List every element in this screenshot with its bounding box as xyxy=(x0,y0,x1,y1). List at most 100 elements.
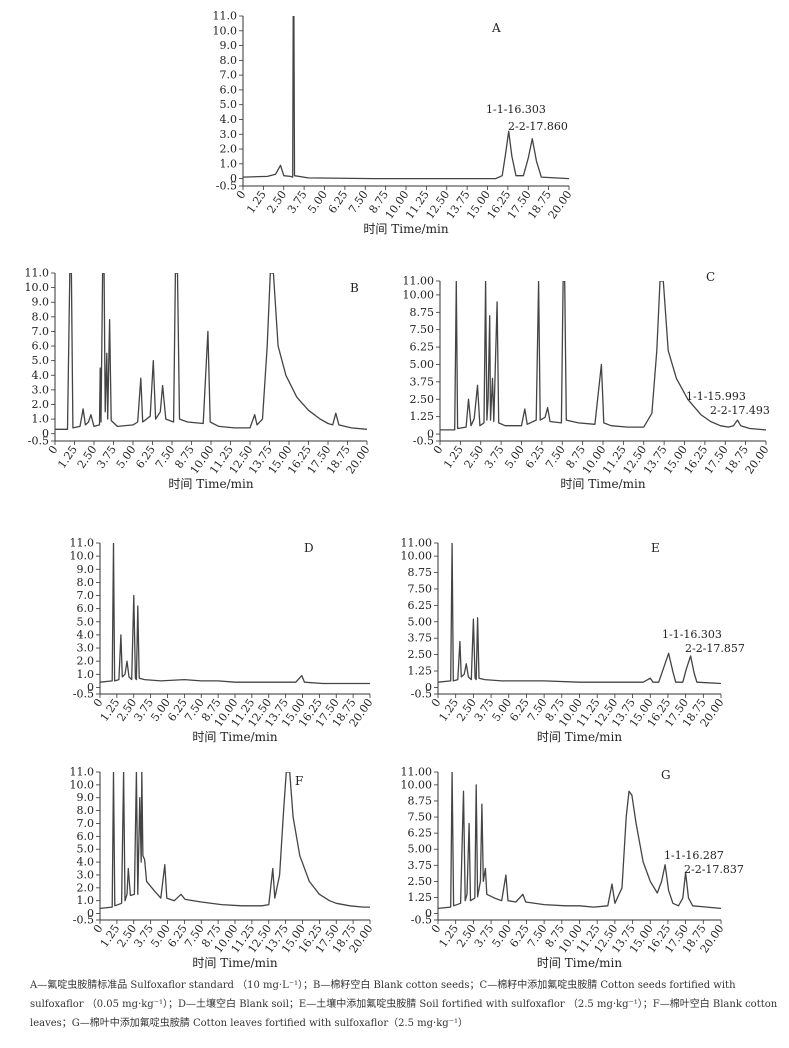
y-tick-label: 10.0 xyxy=(70,778,95,791)
y-tick-label: -0.5 xyxy=(216,180,237,193)
x-tick-label: 7.50 xyxy=(346,188,371,216)
caption-line: sulfoxaflor （0.05 mg·kg⁻¹）；D—土壤空白 Blank … xyxy=(30,999,778,1010)
x-tick-label: 6.25 xyxy=(326,188,351,216)
y-tick-label: 9.0 xyxy=(220,39,238,52)
x-tick-label: 5.00 xyxy=(502,443,527,471)
y-tick-label: 3.75 xyxy=(410,375,435,388)
y-tick-label: 0 xyxy=(427,428,434,441)
y-tick-label: 3.75 xyxy=(408,859,433,872)
y-tick-label: 0 xyxy=(425,681,432,694)
y-tick-label: 1.25 xyxy=(410,410,435,423)
y-tick-label: 1.0 xyxy=(77,668,95,681)
y-tick-label: 5.0 xyxy=(220,98,238,111)
chromatogram-trace xyxy=(243,16,569,180)
y-tick-label: 7.50 xyxy=(408,811,433,824)
y-tick-label: 10.00 xyxy=(401,550,433,563)
x-tick-label: 3.75 xyxy=(482,443,507,471)
y-tick-label: 9.0 xyxy=(77,563,95,576)
peak-annotation: 2-2-17.493 xyxy=(710,404,770,417)
peak-annotation: 2-2-17.837 xyxy=(684,863,744,876)
y-tick-label: 11.00 xyxy=(401,766,433,779)
y-tick-label: -0.5 xyxy=(73,688,94,701)
y-tick-label: 11.00 xyxy=(401,537,433,550)
y-tick-label: 2.0 xyxy=(32,398,50,411)
y-tick-label: 2.50 xyxy=(408,875,433,888)
y-tick-label: 6.25 xyxy=(410,341,435,354)
y-tick-label: 1.0 xyxy=(32,413,50,426)
peak-annotation: 2-2-17.860 xyxy=(508,120,568,133)
x-tick-label: 2.50 xyxy=(75,443,100,471)
panel-label: C xyxy=(706,270,715,284)
y-tick-label: 8.75 xyxy=(410,306,435,319)
y-tick-label: -0.5 xyxy=(28,435,49,448)
x-axis-title: 时间 Time/min xyxy=(560,477,645,491)
y-tick-label: 6.25 xyxy=(408,827,433,840)
y-tick-label: 1.25 xyxy=(408,665,433,678)
x-tick-label: 1.25 xyxy=(441,443,466,471)
panel-label: D xyxy=(304,541,314,555)
y-tick-label: 8.75 xyxy=(408,566,433,579)
peak-annotation: 1-1-16.287 xyxy=(664,849,724,862)
panel-label: F xyxy=(295,774,303,788)
peak-annotation: 1-1-15.993 xyxy=(686,390,746,403)
x-tick-label: 5.00 xyxy=(305,188,330,216)
y-tick-label: 10.0 xyxy=(25,281,50,294)
y-tick-label: 8.0 xyxy=(32,310,50,323)
y-tick-label: 8.0 xyxy=(220,54,238,67)
y-tick-label: 2.0 xyxy=(77,655,95,668)
y-tick-label: 1.0 xyxy=(77,894,95,907)
y-tick-label: 10.00 xyxy=(401,778,433,791)
y-tick-label: 3.0 xyxy=(77,642,95,655)
y-tick-label: -0.5 xyxy=(411,688,432,701)
x-axis-title: 时间 Time/min xyxy=(168,477,253,491)
x-tick-label: 7.50 xyxy=(543,443,568,471)
x-tick-label: 1.25 xyxy=(244,188,269,216)
y-tick-label: 2.50 xyxy=(410,393,435,406)
y-tick-label: 2.0 xyxy=(77,881,95,894)
y-tick-label: 8.0 xyxy=(77,804,95,817)
y-tick-label: 1.0 xyxy=(220,157,238,170)
x-tick-label: 3.75 xyxy=(285,188,310,216)
y-tick-label: 6.25 xyxy=(408,599,433,612)
y-tick-label: 11.00 xyxy=(403,275,435,288)
y-tick-label: 4.0 xyxy=(220,113,238,126)
chromatogram-trace xyxy=(100,772,370,910)
x-tick-label: 7.50 xyxy=(153,443,178,471)
y-tick-label: 5.00 xyxy=(410,358,435,371)
y-tick-label: 10.0 xyxy=(213,24,238,37)
y-tick-label: 9.0 xyxy=(77,791,95,804)
y-tick-label: 6.0 xyxy=(77,602,95,615)
x-tick-label: 5.00 xyxy=(114,443,139,471)
y-tick-label: 4.0 xyxy=(32,369,50,382)
panel-c: 11.0010.008.757.506.255.003.752.501.250-… xyxy=(403,270,772,491)
y-tick-label: 3.0 xyxy=(32,383,50,396)
y-tick-label: -0.5 xyxy=(413,435,434,448)
x-tick-label: 2.50 xyxy=(462,443,487,471)
panel-label: A xyxy=(491,21,501,35)
y-tick-label: 4.0 xyxy=(77,628,95,641)
panel-b: 11.010.09.08.07.06.05.04.03.02.01.00-0.5… xyxy=(25,267,373,492)
x-tick-label: 0 xyxy=(429,922,444,935)
y-tick-label: 5.0 xyxy=(77,615,95,628)
y-tick-label: 8.75 xyxy=(408,794,433,807)
y-tick-label: 0 xyxy=(425,907,432,920)
y-tick-label: -0.5 xyxy=(411,914,432,927)
y-tick-label: 9.0 xyxy=(32,296,50,309)
panel-label: G xyxy=(661,768,671,782)
chromatogram-trace xyxy=(438,772,721,910)
chromatogram-trace xyxy=(100,543,370,685)
y-tick-label: 1.25 xyxy=(408,891,433,904)
y-tick-label: 5.00 xyxy=(408,843,433,856)
y-tick-label: 8.0 xyxy=(77,576,95,589)
y-tick-label: 7.0 xyxy=(77,817,95,830)
panel-f: 11.010.09.08.07.06.05.04.03.02.01.00-0.5… xyxy=(70,766,376,971)
y-tick-label: 10.0 xyxy=(70,550,95,563)
x-axis-title: 时间 Time/min xyxy=(363,222,448,236)
caption-line: A—氟啶虫胺腈标准品 Sulfoxaflor standard （10 mg·L… xyxy=(30,980,736,991)
peak-annotation: 1-1-16.303 xyxy=(486,103,546,116)
x-tick-label: 2.50 xyxy=(265,188,290,216)
y-tick-label: 3.0 xyxy=(77,868,95,881)
x-tick-label: 0 xyxy=(46,443,61,456)
y-tick-label: 7.0 xyxy=(77,589,95,602)
y-tick-label: 3.0 xyxy=(220,128,238,141)
